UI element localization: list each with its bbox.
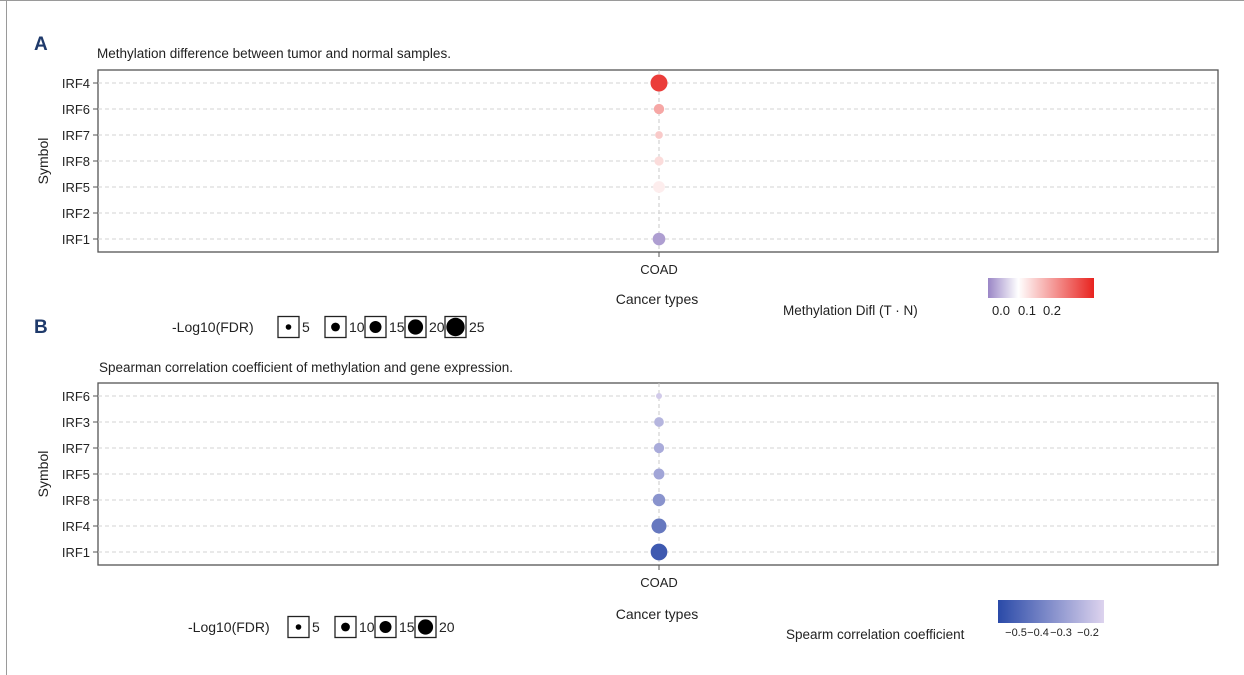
y-axis-label: Symbol (35, 451, 51, 498)
data-point (656, 393, 662, 399)
x-axis-label: Cancer types (616, 291, 698, 307)
y-axis-label: Symbol (35, 138, 51, 185)
size-legend-dot (285, 324, 292, 330)
y-tick-label: IRF4 (62, 519, 90, 534)
size-legend-label: 20 (429, 319, 445, 335)
color-legend-tick-label: 0.2 (1043, 303, 1061, 318)
color-legend-title: Methylation Difl (T · N) (783, 303, 918, 318)
size-legend-dot (341, 622, 350, 632)
data-point (651, 518, 667, 534)
y-tick-label: IRF7 (62, 441, 90, 456)
size-legend-label: 10 (349, 319, 365, 335)
color-legend-tick-label: 0.1 (1018, 303, 1036, 318)
size-legend-label: 15 (389, 319, 405, 335)
color-legend-tick-label: −0.3 (1050, 627, 1072, 639)
chart-title: Methylation difference between tumor and… (97, 46, 451, 61)
chart-title: Spearman correlation coefficient of meth… (99, 360, 513, 375)
panel-b: B Spearman correlation coefficient of met… (34, 317, 1219, 642)
color-legend-tick-label: 0.0 (992, 303, 1010, 318)
y-tick-label: IRF1 (62, 232, 90, 247)
size-legend-dot (369, 321, 382, 333)
x-axis-label: Cancer types (616, 606, 698, 622)
figure-frame-top (0, 0, 1244, 1)
size-legend-label: 10 (359, 619, 375, 635)
y-tick-label: IRF6 (62, 102, 90, 117)
size-legend-dot (446, 317, 465, 337)
size-legend-dot (295, 624, 302, 630)
figure-frame-left (6, 0, 7, 675)
size-legend-dot (417, 619, 434, 635)
y-tick-label: IRF1 (62, 545, 90, 560)
color-legend-tick-label: −0.2 (1077, 627, 1099, 639)
size-legend-dot (379, 621, 392, 633)
y-tick-label: IRF7 (62, 128, 90, 143)
panel-a: A Methylation difference between tumor an… (34, 34, 1219, 339)
y-tick-label: IRF2 (62, 206, 90, 221)
color-legend-tick-label: −0.4 (1027, 627, 1049, 639)
color-legend-bar (998, 600, 1104, 623)
size-legend-label: 5 (302, 319, 310, 335)
size-legend-label: 25 (469, 319, 485, 335)
size-legend-dot (407, 319, 424, 335)
data-point (653, 442, 665, 454)
color-legend-bar (988, 278, 1094, 298)
y-tick-label: IRF5 (62, 467, 90, 482)
size-legend-title: -Log10(FDR) (188, 619, 270, 635)
size-legend-label: 15 (399, 619, 415, 635)
y-tick-label: IRF5 (62, 180, 90, 195)
y-tick-label: IRF3 (62, 415, 90, 430)
y-tick-label: IRF6 (62, 389, 90, 404)
y-tick-label: IRF4 (62, 76, 90, 91)
color-legend-tick-label: −0.5 (1005, 627, 1027, 639)
size-legend-label: 20 (439, 619, 455, 635)
panel-label: A (34, 34, 48, 55)
size-legend-label: 5 (312, 619, 320, 635)
data-point (653, 181, 665, 193)
data-point (653, 468, 665, 480)
size-legend-dot (331, 322, 340, 332)
data-point (652, 232, 666, 246)
data-point (653, 103, 665, 115)
data-point (655, 131, 663, 139)
data-point (652, 493, 666, 507)
size-legend-title: -Log10(FDR) (172, 319, 254, 335)
y-tick-label: IRF8 (62, 154, 90, 169)
panel-label: B (34, 317, 48, 338)
color-legend-title: Spearm correlation coefficient (786, 627, 965, 642)
data-point (654, 417, 664, 427)
data-point (650, 74, 668, 92)
data-point (650, 543, 668, 561)
y-tick-label: IRF8 (62, 493, 90, 508)
data-point (654, 156, 664, 166)
x-tick-label: COAD (640, 575, 678, 590)
x-tick-label: COAD (640, 262, 678, 277)
